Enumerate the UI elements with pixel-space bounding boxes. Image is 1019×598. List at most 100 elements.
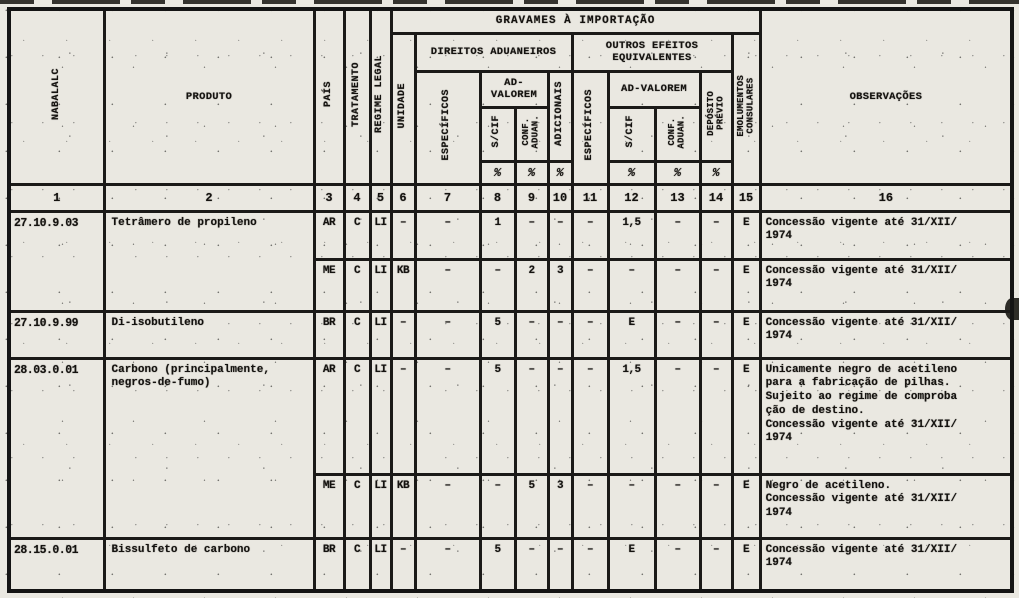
column-number: 10 — [546, 182, 574, 213]
col-header-nabalalc-label: NABALALC — [50, 68, 62, 121]
cell-conf-dir: – — [653, 356, 702, 476]
col-header-regime-legal: REGIME LEGAL — [368, 7, 393, 186]
cell-especificos-esq: – — [413, 536, 482, 593]
cell-adicionais: – — [546, 209, 574, 261]
column-number: 7 — [413, 182, 482, 213]
cell-scif-dir: 1,5 — [606, 356, 657, 476]
col-header-pais: PAÍS — [312, 7, 346, 186]
cell-emolumentos: E — [730, 209, 762, 261]
cell-pais: ME — [312, 472, 346, 540]
cell-emolumentos: E — [730, 536, 762, 593]
cell-scif-esq: 5 — [478, 356, 517, 476]
cell-especificos-dir: – — [570, 309, 610, 360]
cell-tratamento: C — [342, 536, 372, 593]
cell-especificos-dir: – — [570, 209, 610, 261]
cell-pais: AR — [312, 209, 346, 261]
percent-sign: % — [698, 159, 734, 186]
cell-regime: LI — [368, 209, 393, 261]
cell-scif-esq: – — [478, 257, 517, 313]
cell-conf-dir: – — [653, 536, 702, 593]
cell-tratamento: C — [342, 472, 372, 540]
group-header-ad-valorem-esquerda: AD-VALOREM — [478, 69, 550, 109]
cell-deposito: – — [698, 309, 734, 360]
column-number: 13 — [653, 182, 702, 213]
cell-nab-code: 27.10.9.03 — [7, 209, 106, 313]
column-number: 12 — [606, 182, 657, 213]
cell-adicionais: – — [546, 309, 574, 360]
col-header-produto: PRODUTO — [102, 7, 316, 186]
cell-observacoes: Concessão vigente até 31/XII/ 1974 — [758, 536, 1014, 593]
table-row: 27.10.9.99 Di-isobutileno BR C LI – – 5 … — [7, 309, 1014, 360]
col-header-especificos-direita: ESPECÍFICOS — [570, 69, 610, 186]
cell-adicionais: 3 — [546, 257, 574, 313]
col-header-adicionais: ADICIONAIS — [546, 69, 574, 163]
table-row: 27.10.9.03 Tetrâmero de propileno AR C L… — [7, 209, 1014, 313]
group-header-gravames-importacao: GRAVAMES À IMPORTAÇÃO — [389, 7, 762, 35]
cell-regime: LI — [368, 356, 393, 476]
table-row: 28.03.0.01 Carbono (principalmente, negr… — [7, 356, 1014, 540]
cell-regime: LI — [368, 472, 393, 540]
cell-nab-code: 27.10.9.99 — [7, 309, 106, 360]
group-header-outros-efeitos: OUTROS EFEITOS EQUIVALENTES — [570, 31, 734, 73]
cell-observacoes: Concessão vigente até 31/XII/ 1974 — [758, 309, 1014, 360]
cell-produto: Carbono (principalmente, negros-de-fumo) — [102, 356, 316, 540]
cell-scif-esq: – — [478, 472, 517, 540]
cell-regime: LI — [368, 309, 393, 360]
cell-especificos-dir: – — [570, 257, 610, 313]
cell-emolumentos: E — [730, 257, 762, 313]
tariff-concessions-table: NABALALC PRODUTO PAÍS TRATAMENTO REGIME … — [7, 7, 1015, 593]
cell-produto: Tetrâmero de propileno — [102, 209, 316, 313]
cell-deposito: – — [698, 472, 734, 540]
cell-especificos-dir: – — [570, 356, 610, 476]
cell-especificos-esq: – — [413, 356, 482, 476]
col-header-unidade: UNIDADE — [389, 31, 417, 186]
cell-scif-dir: – — [606, 472, 657, 540]
percent-sign: % — [653, 159, 702, 186]
column-number: 16 — [758, 182, 1014, 213]
cell-especificos-dir: – — [570, 472, 610, 540]
cell-unidade: – — [389, 536, 417, 593]
cell-deposito: – — [698, 356, 734, 476]
cell-especificos-dir: – — [570, 536, 610, 593]
cell-unidade: KB — [389, 472, 417, 540]
cell-adicionais: – — [546, 536, 574, 593]
cell-observacoes: Concessão vigente até 31/XII/ 1974 — [758, 257, 1014, 313]
percent-sign: % — [513, 159, 550, 186]
table-row: 28.15.0.01 Bissulfeto de carbono BR C LI… — [7, 536, 1014, 593]
cell-especificos-esq: – — [413, 472, 482, 540]
cell-conf-esq: – — [513, 356, 550, 476]
column-number: 9 — [513, 182, 550, 213]
scan-artifact-top-edge — [0, 0, 1019, 4]
col-header-deposito-previo: DEPÓSITO PRÉVIO — [698, 69, 734, 163]
group-header-ad-valorem-direita: AD-VALOREM — [606, 69, 702, 109]
percent-sign: % — [606, 159, 657, 186]
cell-regime: LI — [368, 536, 393, 593]
cell-tratamento: C — [342, 209, 372, 261]
cell-conf-dir: – — [653, 257, 702, 313]
cell-emolumentos: E — [730, 356, 762, 476]
col-header-s-cif-direita: S/CIF — [606, 105, 657, 163]
cell-observacoes: Unicamente negro de acetileno para a fab… — [758, 356, 1014, 476]
cell-scif-esq: 5 — [478, 536, 517, 593]
column-number: 2 — [102, 182, 316, 213]
column-number: 11 — [570, 182, 610, 213]
cell-conf-esq: 5 — [513, 472, 550, 540]
cell-especificos-esq: – — [413, 257, 482, 313]
cell-observacoes: Negro de acetileno. Concessão vigente at… — [758, 472, 1014, 540]
cell-nab-code: 28.15.0.01 — [7, 536, 106, 593]
cell-deposito: – — [698, 209, 734, 261]
col-header-observacoes: OBSERVAÇÕES — [758, 7, 1014, 186]
cell-pais: BR — [312, 309, 346, 360]
cell-conf-esq: – — [513, 209, 550, 261]
cell-conf-dir: – — [653, 309, 702, 360]
cell-tratamento: C — [342, 257, 372, 313]
cell-pais: AR — [312, 356, 346, 476]
group-header-direitos-aduaneiros: DIREITOS ADUANEIROS — [413, 31, 574, 73]
column-number: 5 — [368, 182, 393, 213]
cell-especificos-esq: – — [413, 309, 482, 360]
column-number: 4 — [342, 182, 372, 213]
col-header-conf-aduan-esquerda: CONF. ADUAN. — [513, 105, 550, 163]
cell-conf-esq: 2 — [513, 257, 550, 313]
column-number: 14 — [698, 182, 734, 213]
column-number: 3 — [312, 182, 346, 213]
